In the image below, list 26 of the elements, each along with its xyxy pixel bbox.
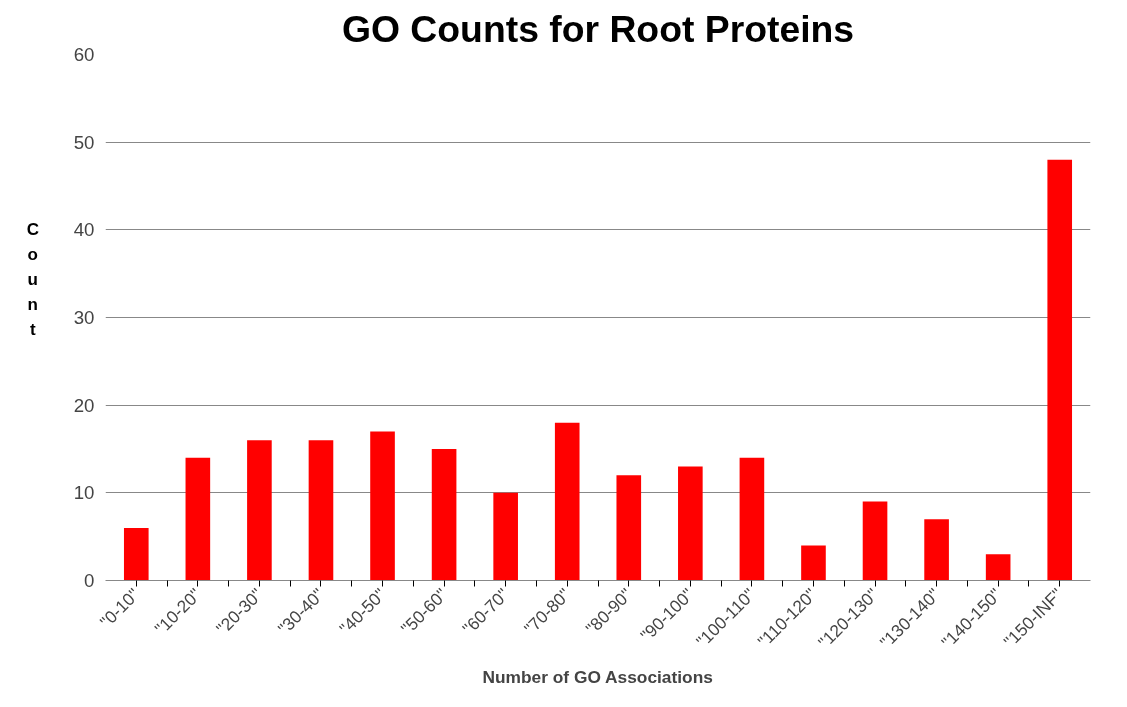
bar bbox=[247, 440, 272, 581]
bar bbox=[616, 475, 642, 581]
bar bbox=[678, 466, 703, 581]
bar bbox=[123, 527, 149, 581]
y-tick-label: 40 bbox=[73, 219, 95, 241]
bar bbox=[985, 554, 1011, 581]
y-tick-label: 30 bbox=[73, 307, 95, 328]
y-tick-label: 0 bbox=[84, 570, 95, 591]
y-tick-label: 10 bbox=[73, 482, 95, 504]
bar bbox=[370, 431, 395, 581]
bar bbox=[493, 492, 518, 581]
y-tick-label: 60 bbox=[73, 44, 95, 65]
bar bbox=[924, 519, 949, 581]
chart-title: GO Counts for Root Proteins bbox=[341, 7, 855, 50]
y-tick-label: 50 bbox=[73, 131, 95, 153]
bar bbox=[185, 457, 211, 581]
bar bbox=[1047, 159, 1073, 581]
y-tick-label: 20 bbox=[73, 394, 95, 416]
bar bbox=[801, 545, 826, 581]
bar bbox=[431, 449, 457, 581]
bar bbox=[308, 440, 334, 581]
bar bbox=[862, 501, 888, 581]
y-axis-title: Count bbox=[22, 220, 44, 345]
bar bbox=[739, 457, 765, 581]
bar bbox=[554, 422, 580, 581]
x-axis-title: Number of GO Associations bbox=[482, 667, 713, 688]
